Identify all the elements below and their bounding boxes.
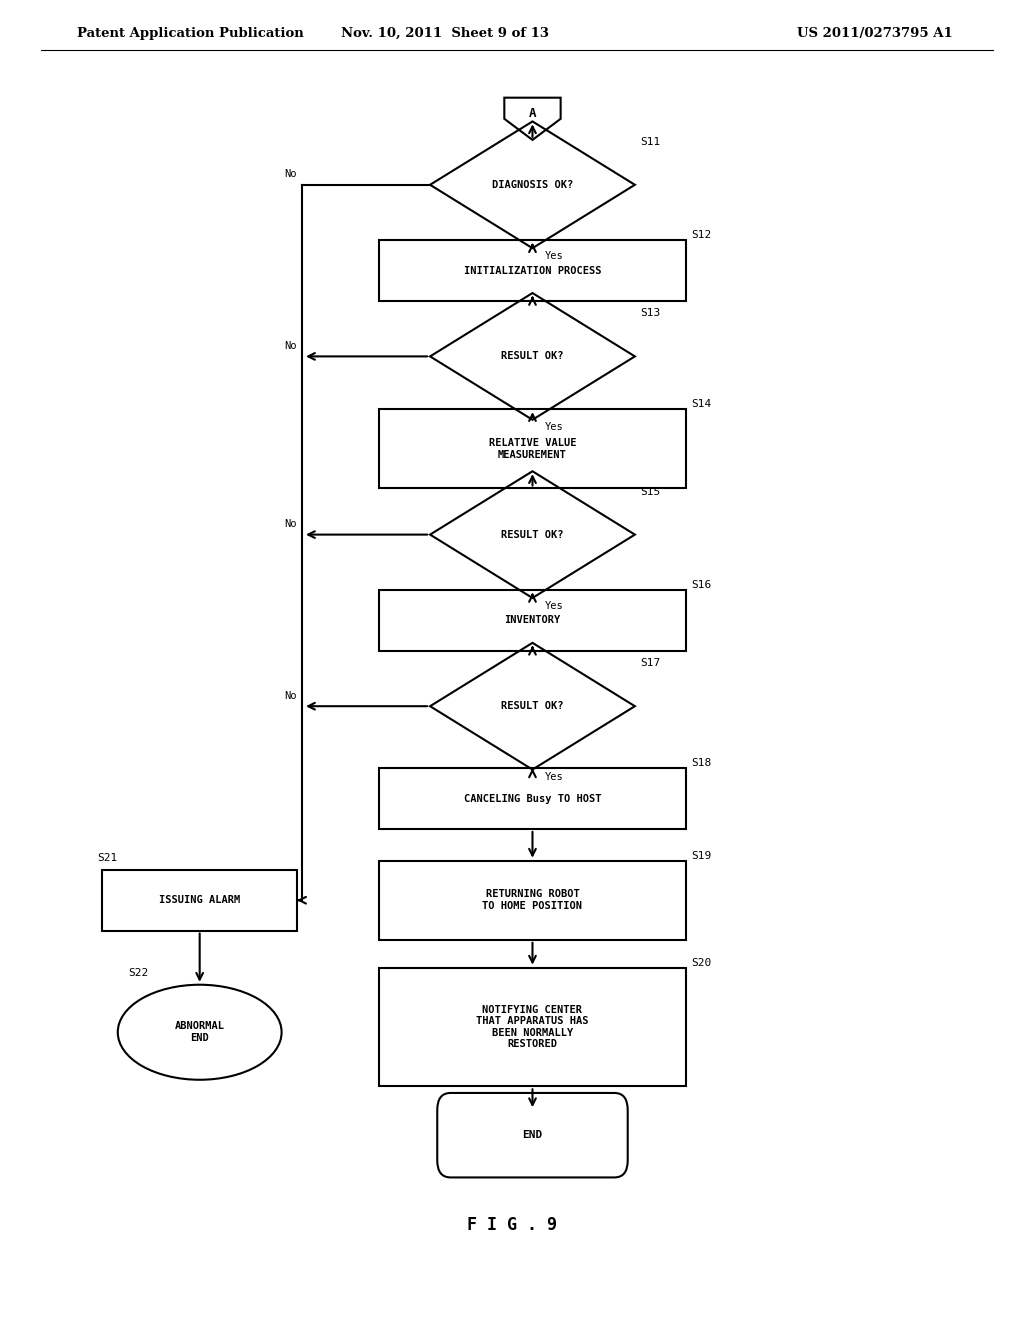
Text: Nov. 10, 2011  Sheet 9 of 13: Nov. 10, 2011 Sheet 9 of 13 [341, 26, 550, 40]
Text: F I G . 9: F I G . 9 [467, 1216, 557, 1234]
Text: NOTIFYING CENTER
THAT APPARATUS HAS
BEEN NORMALLY
RESTORED: NOTIFYING CENTER THAT APPARATUS HAS BEEN… [476, 1005, 589, 1049]
Text: CANCELING Busy TO HOST: CANCELING Busy TO HOST [464, 793, 601, 804]
Text: S19: S19 [691, 850, 712, 861]
Text: A: A [528, 107, 537, 120]
Text: RESULT OK?: RESULT OK? [501, 529, 564, 540]
Text: S16: S16 [691, 579, 712, 590]
Text: RESULT OK?: RESULT OK? [501, 701, 564, 711]
Text: RESULT OK?: RESULT OK? [501, 351, 564, 362]
Text: Yes: Yes [545, 422, 563, 433]
Text: S12: S12 [691, 230, 712, 240]
Text: No: No [285, 341, 297, 351]
Text: S14: S14 [691, 399, 712, 409]
Text: No: No [285, 519, 297, 529]
Text: Yes: Yes [545, 772, 563, 783]
Text: END: END [522, 1130, 543, 1140]
Text: RETURNING ROBOT
TO HOME POSITION: RETURNING ROBOT TO HOME POSITION [482, 890, 583, 911]
Text: DIAGNOSIS OK?: DIAGNOSIS OK? [492, 180, 573, 190]
Text: S11: S11 [640, 137, 660, 147]
Text: US 2011/0273795 A1: US 2011/0273795 A1 [797, 26, 952, 40]
Text: Yes: Yes [545, 251, 563, 261]
Text: S15: S15 [640, 487, 660, 496]
Text: INVENTORY: INVENTORY [505, 615, 560, 626]
Text: ISSUING ALARM: ISSUING ALARM [159, 895, 241, 906]
Text: Patent Application Publication: Patent Application Publication [77, 26, 303, 40]
Text: Yes: Yes [545, 601, 563, 611]
Text: S18: S18 [691, 758, 712, 768]
Text: RELATIVE VALUE
MEASUREMENT: RELATIVE VALUE MEASUREMENT [488, 438, 577, 459]
Text: No: No [285, 169, 297, 180]
Text: S21: S21 [97, 853, 118, 863]
Text: No: No [285, 690, 297, 701]
Text: S20: S20 [691, 957, 712, 968]
Text: S17: S17 [640, 659, 660, 668]
Text: INITIALIZATION PROCESS: INITIALIZATION PROCESS [464, 265, 601, 276]
Text: S22: S22 [128, 968, 148, 978]
Text: S13: S13 [640, 309, 660, 318]
Text: ABNORMAL
END: ABNORMAL END [175, 1022, 224, 1043]
